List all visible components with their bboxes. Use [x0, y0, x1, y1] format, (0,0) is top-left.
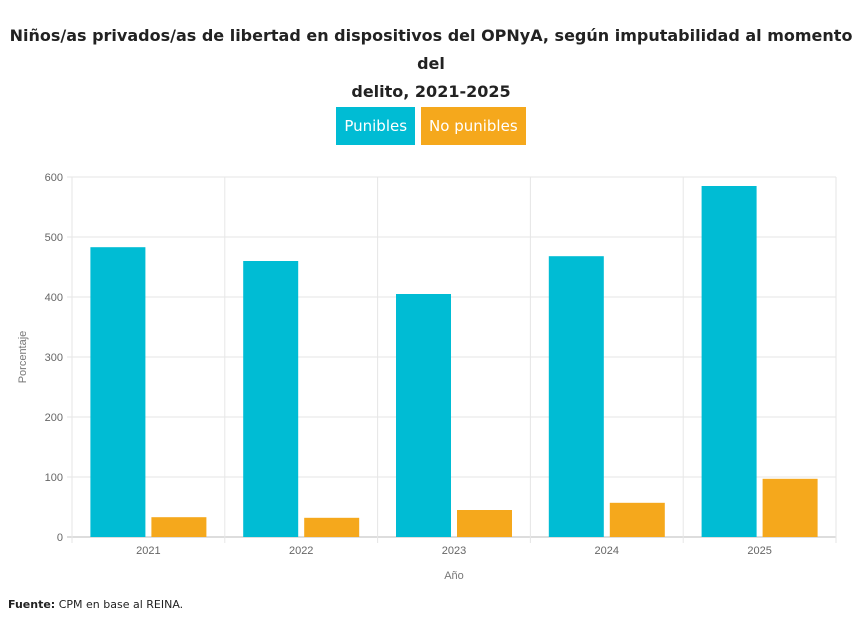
legend-item-no-punibles[interactable]: No punibles: [421, 107, 526, 145]
y-axis-title: Porcentaje: [17, 331, 29, 384]
bar-punibles-2023: [396, 294, 451, 537]
bar-no-punibles-2021: [151, 517, 207, 537]
chart-title-line-1: Niños/as privados/as de libertad en disp…: [9, 26, 853, 73]
y-tick-label: 400: [45, 292, 63, 304]
x-tick-label: 2022: [289, 545, 313, 557]
y-tick-label: 600: [45, 172, 63, 184]
bar-punibles-2024: [548, 256, 604, 537]
chart-title: Niños/as privados/as de libertad en disp…: [0, 22, 862, 106]
bar-no-punibles-2025: [762, 478, 818, 537]
legend: Punibles No punibles: [0, 107, 862, 145]
bar-punibles-2021: [90, 247, 146, 537]
x-tick-label: 2023: [442, 545, 466, 557]
bar-punibles-2025: [701, 186, 757, 537]
y-tick-label: 300: [45, 352, 63, 364]
y-tick-label: 500: [45, 232, 63, 244]
bar-no-punibles-2024: [609, 502, 665, 537]
bar-punibles-2022: [243, 261, 299, 537]
x-tick-label: 2021: [136, 545, 160, 557]
y-tick-label: 0: [57, 532, 63, 544]
source-label: Fuente:: [8, 598, 56, 611]
x-tick-label: 2024: [595, 545, 619, 557]
source-note: Fuente: CPM en base al REINA.: [8, 598, 183, 611]
source-text: CPM en base al REINA.: [55, 598, 184, 611]
y-tick-label: 200: [45, 412, 63, 424]
x-tick-label: 2025: [747, 545, 771, 557]
legend-item-punibles[interactable]: Punibles: [336, 107, 416, 145]
x-axis-title: Año: [444, 570, 464, 582]
y-tick-label: 100: [45, 472, 63, 484]
chart-title-line-2: delito, 2021-2025: [351, 82, 511, 101]
bar-no-punibles-2022: [304, 517, 360, 537]
bar-no-punibles-2023: [457, 510, 512, 537]
